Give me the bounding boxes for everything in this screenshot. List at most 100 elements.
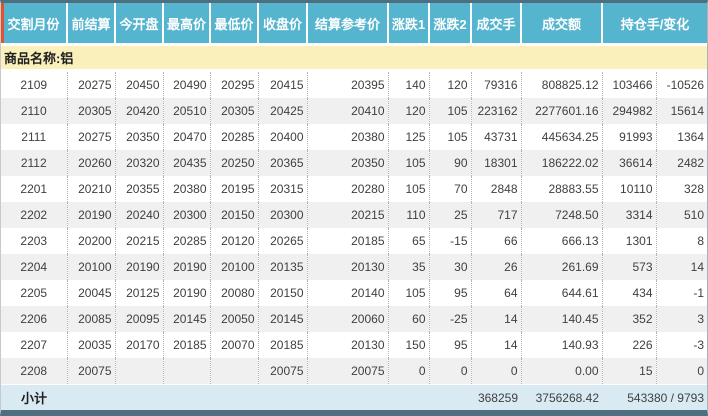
- cell-change2: 90: [429, 150, 472, 176]
- cell-turnover: 808825.12: [521, 70, 603, 98]
- cell-volume: 2848: [471, 176, 522, 202]
- cell-change2: 95: [429, 332, 472, 358]
- cell-settlement-ref: 20185: [307, 228, 389, 254]
- quote-row-2110: 2110 20305 20420 20510 20305 20425 20410 120 105…: [1, 98, 707, 124]
- cell-change2: 0: [429, 358, 472, 385]
- cell-delivery-month: 2201: [1, 176, 68, 202]
- cell-open-interest: 10110: [602, 176, 657, 202]
- cell-oi-change: 15614: [656, 98, 707, 124]
- col-header-volume: 成交手: [471, 3, 522, 46]
- cell-close: 20185: [258, 332, 308, 358]
- cell-settlement-ref: 20075: [307, 358, 389, 385]
- cell-prev-settlement: 20210: [67, 176, 116, 202]
- col-header-change2: 涨跌2: [429, 3, 472, 46]
- cell-low: 20080: [210, 280, 259, 306]
- cell-volume: 66: [471, 228, 522, 254]
- cell-change2: 30: [429, 254, 472, 280]
- cell-volume: 223162: [471, 98, 522, 124]
- subtotal-turnover: 3756268.42: [521, 384, 602, 410]
- cell-delivery-month: 2208: [1, 358, 68, 385]
- cell-settlement-ref: 20350: [307, 150, 389, 176]
- cell-oi-change: 0: [656, 358, 707, 385]
- cell-volume: 14: [471, 332, 522, 358]
- cell-oi-change: 8: [656, 228, 707, 254]
- product-name-row: 商品名称:铝: [1, 44, 707, 72]
- cell-open: 20095: [115, 306, 164, 332]
- cell-low: 20250: [210, 150, 259, 176]
- cell-prev-settlement: 20100: [67, 254, 116, 280]
- cell-delivery-month: 2109: [1, 70, 68, 98]
- cell-high: 20435: [163, 150, 211, 176]
- cell-open-interest: 15: [602, 358, 657, 385]
- cell-open: 20125: [115, 280, 164, 306]
- col-header-prev-settlement: 前结算: [67, 3, 116, 46]
- cell-high: 20300: [163, 202, 211, 228]
- cell-volume: 18301: [471, 150, 522, 176]
- cell-close: 20400: [258, 124, 308, 150]
- product-name-label: 商品名称:铝: [1, 44, 707, 72]
- quote-row-2208: 2208 20075 20075 20075 0 0 0 0.00 15 0: [1, 358, 707, 385]
- cell-delivery-month: 2207: [1, 332, 68, 358]
- cell-open-interest: 91993: [602, 124, 657, 150]
- cell-open: 20420: [115, 98, 164, 124]
- cell-prev-settlement: 20045: [67, 280, 116, 306]
- cell-turnover: 28883.55: [521, 176, 603, 202]
- cell-change2: 120: [429, 70, 472, 98]
- cell-close: 20135: [258, 254, 308, 280]
- cell-oi-change: 328: [656, 176, 707, 202]
- cell-close: 20265: [258, 228, 308, 254]
- cell-prev-settlement: 20275: [67, 70, 116, 98]
- left-accent-mark: [1, 3, 4, 43]
- cell-change2: 95: [429, 280, 472, 306]
- cell-delivery-month: 2205: [1, 280, 68, 306]
- cell-settlement-ref: 20380: [307, 124, 389, 150]
- cell-low: 20050: [210, 306, 259, 332]
- cell-high: 20510: [163, 98, 211, 124]
- cell-high: [163, 358, 211, 385]
- cell-high: 20190: [163, 254, 211, 280]
- cell-change1: 105: [388, 150, 430, 176]
- cell-close: 20300: [258, 202, 308, 228]
- cell-low: [210, 358, 259, 385]
- cell-high: 20145: [163, 306, 211, 332]
- cell-close: 20365: [258, 150, 308, 176]
- cell-volume: 79316: [471, 70, 522, 98]
- cell-open: 20190: [115, 254, 164, 280]
- cell-delivery-month: 2206: [1, 306, 68, 332]
- cell-change1: 35: [388, 254, 430, 280]
- cell-turnover: 140.93: [521, 332, 603, 358]
- cell-change1: 110: [388, 202, 430, 228]
- cell-delivery-month: 2110: [1, 98, 68, 124]
- cell-settlement-ref: 20215: [307, 202, 389, 228]
- cell-open: 20215: [115, 228, 164, 254]
- cell-open: 20450: [115, 70, 164, 98]
- cell-change2: 70: [429, 176, 472, 202]
- col-header-settlement-ref: 结算参考价: [307, 3, 389, 46]
- cell-low: 20285: [210, 124, 259, 150]
- cell-settlement-ref: 20130: [307, 332, 389, 358]
- subtotal-volume: 368259: [471, 384, 521, 410]
- cell-close: 20415: [258, 70, 308, 98]
- cell-open: 20240: [115, 202, 164, 228]
- cell-oi-change: 510: [656, 202, 707, 228]
- cell-turnover: 644.61: [521, 280, 603, 306]
- cell-open: 20350: [115, 124, 164, 150]
- cell-low: 20120: [210, 228, 259, 254]
- cell-delivery-month: 2204: [1, 254, 68, 280]
- cell-close: 20315: [258, 176, 308, 202]
- cell-settlement-ref: 20280: [307, 176, 389, 202]
- cell-settlement-ref: 20395: [307, 70, 389, 98]
- cell-open-interest: 352: [602, 306, 657, 332]
- cell-prev-settlement: 20075: [67, 358, 116, 385]
- cell-open-interest: 294982: [602, 98, 657, 124]
- cell-turnover: 2277601.16: [521, 98, 603, 124]
- cell-high: 20190: [163, 280, 211, 306]
- cell-change1: 105: [388, 280, 430, 306]
- cell-change2: -15: [429, 228, 472, 254]
- cell-oi-change: -10526: [656, 70, 707, 98]
- cell-delivery-month: 2202: [1, 202, 68, 228]
- cell-low: 20195: [210, 176, 259, 202]
- col-header-high: 最高价: [163, 3, 211, 46]
- cell-high: 20490: [163, 70, 211, 98]
- cell-prev-settlement: 20260: [67, 150, 116, 176]
